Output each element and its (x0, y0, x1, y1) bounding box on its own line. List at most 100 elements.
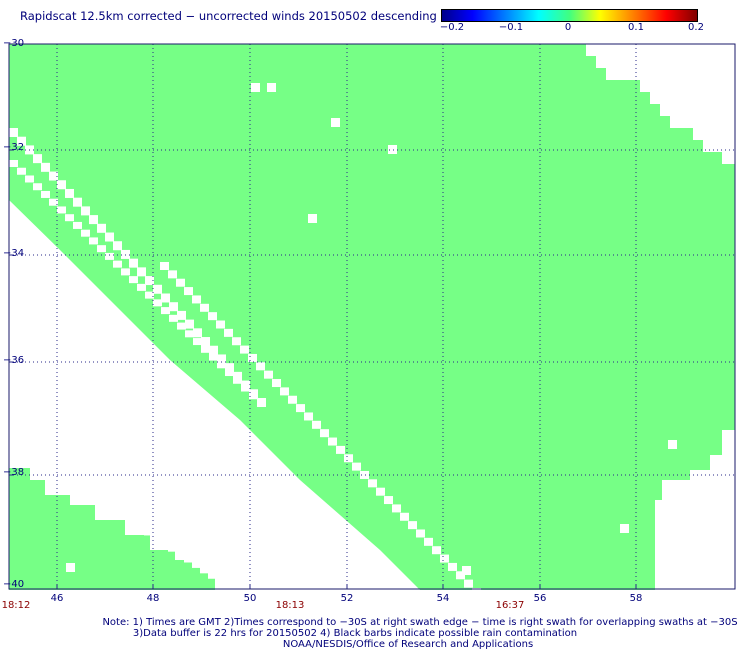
missing-cell (388, 145, 397, 154)
swath-gaps (9, 83, 677, 596)
gap-cell (89, 215, 98, 225)
missing-cell (620, 524, 629, 533)
gap-cell (217, 361, 226, 369)
gap-cell (472, 588, 481, 596)
gap-cell (177, 310, 186, 320)
lat-label-36: −36 (3, 355, 25, 366)
gap-cell (160, 262, 169, 270)
gap-cell (73, 197, 82, 207)
lat-lon-grid (9, 43, 735, 590)
lon-label-46: 46 (50, 593, 64, 604)
time-label-2: 18:13 (275, 600, 305, 611)
lon-label-48: 48 (146, 593, 160, 604)
missing-cell (308, 214, 317, 223)
gap-cell (33, 183, 42, 191)
gap-cell (209, 345, 218, 355)
gap-cell (113, 241, 122, 251)
gap-cell (49, 171, 58, 181)
map-frame (8, 43, 736, 590)
gap-cell (49, 198, 58, 206)
colorbar (441, 9, 698, 22)
gap-cell (233, 376, 242, 384)
gap-band-upper (9, 128, 266, 407)
gap-cell (73, 221, 82, 229)
gap-cell (25, 175, 34, 183)
gap-cell (176, 278, 185, 287)
gap-cell (360, 470, 369, 479)
gap-cell (320, 429, 329, 438)
lat-label-32: −32 (3, 142, 25, 153)
gap-cell (240, 345, 249, 354)
gap-cell (249, 392, 258, 400)
gap-cell (137, 283, 146, 291)
gap-cell (400, 512, 409, 521)
lon-label-52: 52 (340, 593, 354, 604)
lon-label-50: 50 (243, 593, 257, 604)
lon-label-54: 54 (436, 593, 450, 604)
southwest-gap (9, 200, 420, 590)
gap-cell (57, 180, 66, 190)
gap-cell (185, 319, 194, 329)
gap-cell (57, 206, 66, 214)
gap-cell (41, 162, 50, 172)
gap-cell (216, 320, 225, 329)
gap-cell (344, 454, 353, 463)
gap-cell (272, 379, 281, 388)
note-line-3: NOAA/NESDIS/Office of Research and Appli… (282, 639, 534, 650)
gap-cell (192, 295, 201, 304)
gap-cell (169, 302, 178, 312)
gap-cell (153, 299, 162, 307)
missing-cell (66, 563, 75, 572)
gap-cell (288, 395, 297, 404)
lon-label-58: 58 (629, 593, 643, 604)
time-label-3: 16:37 (495, 600, 525, 611)
gap-cell (217, 354, 226, 364)
lat-label-38: −38 (3, 467, 25, 478)
gap-cell (432, 546, 441, 555)
gap-cell (232, 337, 241, 346)
colorbar-label-zero: 0 (564, 22, 572, 33)
gap-cell (129, 258, 138, 268)
colorbar-label-neg: −0.1 (498, 22, 524, 33)
gap-cell (256, 362, 265, 371)
gap-cell (328, 437, 337, 446)
gap-cell (168, 270, 177, 279)
gap-cell (304, 412, 313, 421)
gap-cell (376, 487, 385, 496)
gap-cell (113, 260, 122, 268)
gap-cell (209, 353, 218, 361)
gap-cell (97, 223, 106, 233)
gap-cell (201, 337, 210, 347)
gap-cell (280, 387, 289, 396)
gap-cell (121, 249, 130, 259)
gap-cell (81, 229, 90, 237)
gap-cell (193, 338, 202, 346)
gap-cell (440, 554, 449, 563)
gap-cell (424, 537, 433, 546)
gap-cell (17, 167, 26, 175)
gap-cell (145, 291, 154, 299)
gap-cell (225, 363, 234, 373)
note-line-2: 3)Data buffer is 22 hrs for 20150502 4) … (132, 628, 578, 639)
missing-cell (251, 83, 260, 92)
missing-cell (462, 566, 471, 575)
gap-cell (169, 314, 178, 322)
gap-cell (121, 268, 130, 276)
missing-cell (668, 440, 677, 449)
lower-left-swath (9, 468, 215, 590)
gap-cell (145, 276, 154, 286)
gap-cell (368, 479, 377, 488)
gap-cell (9, 128, 18, 137)
missing-cell (267, 83, 276, 92)
gap-cell (248, 353, 257, 362)
gap-cell (408, 521, 417, 530)
gap-cell (192, 557, 201, 568)
gap-cell (456, 571, 465, 580)
gap-cell (89, 237, 98, 245)
gap-cell (384, 496, 393, 505)
gap-cell (161, 293, 170, 303)
gap-cell (177, 322, 186, 330)
note-line-1: Note: 1) Times are GMT 2)Times correspon… (102, 617, 738, 628)
gap-cell (225, 369, 234, 377)
gap-cell (233, 371, 242, 381)
